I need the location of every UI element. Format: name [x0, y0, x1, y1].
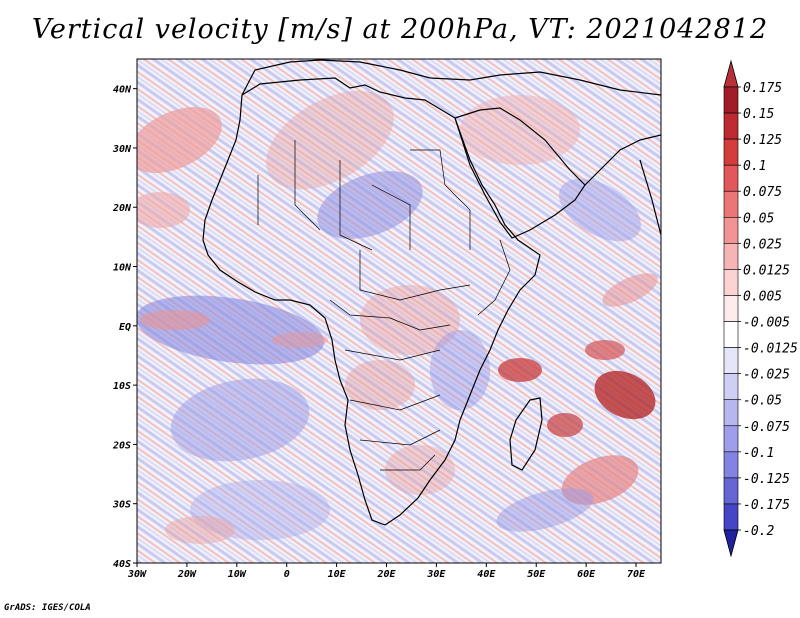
- lat-tick-label: 40N: [113, 85, 132, 96]
- colorbar-swatch: [723, 425, 739, 453]
- lat-tick-label: 30S: [112, 500, 131, 511]
- colorbar-label: 0.005: [743, 289, 782, 304]
- colorbar-label: 0.175: [743, 81, 782, 96]
- plot-frame: [136, 58, 662, 564]
- asia-coastline: [584, 134, 661, 186]
- colorbar-label: -0.175: [743, 498, 790, 513]
- lon-tick-label: 60E: [577, 569, 596, 580]
- lon-tick-label: 30W: [127, 569, 147, 580]
- lon-tick-label: 0: [284, 569, 290, 580]
- lon-tick-label: 10W: [228, 569, 247, 580]
- colorbar-swatch: [723, 216, 739, 244]
- colorbar-swatch: [723, 451, 739, 479]
- colorbar-swatch: [723, 243, 739, 270]
- colorbar-label: -0.05: [743, 394, 782, 409]
- colorbar-label: -0.075: [743, 420, 790, 435]
- colorbar-label: 0.15: [743, 107, 774, 122]
- colorbar-top-arrow: [723, 59, 739, 88]
- colorbar-label: 0.025: [743, 237, 782, 252]
- lon-tick-label: 70E: [627, 569, 646, 580]
- colorbar: 0.175 0.15 0.125 0.1 0.075 0.05 0.025 0.0125 0.0…: [723, 59, 798, 558]
- arabia-coastline: [454, 107, 586, 239]
- colorbar-label: 0.05: [743, 211, 774, 226]
- lat-tick-label: 20N: [112, 203, 132, 214]
- colorbar-swatch: [723, 295, 739, 322]
- lon-tick-label: 20W: [177, 569, 197, 580]
- lon-tick-label: 10E: [328, 569, 347, 580]
- colorbar-swatch: [723, 347, 739, 374]
- colorbar-label: 0.075: [743, 185, 782, 200]
- colorbar-label: -0.0125: [743, 342, 798, 357]
- colorbar-label: -0.005: [743, 316, 790, 331]
- colorbar-label: 0.1: [743, 159, 766, 174]
- plot-area: [136, 58, 662, 564]
- colorbar-swatch: [723, 190, 739, 218]
- colorbar-label: -0.025: [743, 368, 790, 383]
- grads-credit: GrADS: IGES/COLA: [4, 603, 91, 613]
- madagascar-coastline: [509, 397, 543, 471]
- lat-tick-label: 10S: [113, 381, 131, 392]
- colorbar-swatch: [723, 112, 739, 140]
- colorbar-label: 0.0125: [743, 263, 790, 278]
- velocity-field-overlays: [137, 90, 658, 544]
- colorbar-swatch: [723, 321, 739, 348]
- colorbar-swatch: [723, 373, 739, 401]
- country-borders: [257, 140, 511, 471]
- axis-ticks: 30W 20W 10W 0 10E 20E 30E 40E 50E 60E 70E 40N 30N 20N…: [112, 85, 646, 580]
- lat-tick-label: 10N: [113, 263, 132, 274]
- colorbar-label: -0.1: [743, 446, 774, 461]
- map-title: Vertical velocity [m/s] at 200hPa, VT: 2…: [31, 14, 769, 45]
- lon-tick-label: 30E: [426, 569, 446, 580]
- lat-tick-label: 40S: [113, 559, 131, 570]
- colorbar-swatch: [723, 164, 739, 192]
- colorbar-label: 0.125: [743, 133, 782, 148]
- colorbar-swatch: [723, 399, 739, 427]
- lon-tick-label: 50E: [527, 569, 546, 580]
- africa-coastline: [202, 77, 541, 526]
- colorbar-swatch: [723, 477, 739, 505]
- lat-tick-label: 30N: [112, 144, 132, 155]
- colorbar-label: -0.125: [743, 472, 790, 487]
- colorbar-swatch: [723, 86, 739, 114]
- india-coastline: [639, 159, 661, 236]
- lon-tick-label: 20E: [376, 569, 396, 580]
- colorbar-swatch: [723, 269, 739, 296]
- lon-tick-label: 40E: [477, 569, 496, 580]
- colorbar-swatch: [723, 503, 739, 531]
- europe-coastline: [241, 59, 661, 96]
- colorbar-swatch: [723, 138, 739, 166]
- lat-tick-label: 20S: [112, 440, 131, 451]
- coastlines: [202, 59, 661, 526]
- lat-tick-label: EQ: [119, 322, 131, 333]
- colorbar-bottom-arrow: [723, 529, 739, 558]
- colorbar-label: -0.2: [743, 524, 774, 539]
